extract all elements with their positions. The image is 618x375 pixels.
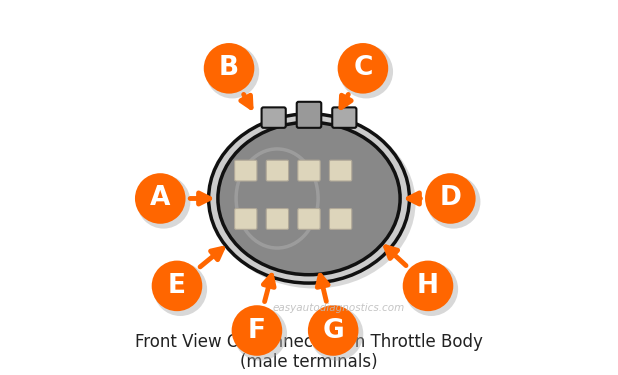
FancyBboxPatch shape (298, 209, 320, 230)
Circle shape (153, 262, 207, 316)
Text: C: C (353, 56, 373, 81)
Circle shape (337, 43, 388, 94)
FancyBboxPatch shape (329, 160, 352, 181)
Circle shape (204, 43, 255, 94)
Text: B: B (219, 56, 239, 81)
Ellipse shape (218, 122, 400, 275)
FancyBboxPatch shape (332, 107, 357, 128)
Circle shape (310, 307, 363, 361)
Circle shape (137, 175, 190, 229)
Circle shape (308, 305, 358, 356)
Text: (male terminals): (male terminals) (240, 353, 378, 371)
Ellipse shape (209, 114, 409, 283)
FancyBboxPatch shape (297, 102, 321, 128)
Circle shape (234, 307, 287, 361)
Text: E: E (168, 273, 186, 299)
Text: A: A (150, 186, 171, 211)
Circle shape (339, 45, 393, 99)
FancyBboxPatch shape (266, 160, 289, 181)
Ellipse shape (213, 117, 415, 288)
Circle shape (427, 175, 480, 229)
Circle shape (232, 305, 282, 356)
FancyBboxPatch shape (235, 160, 257, 181)
Circle shape (206, 45, 259, 99)
Text: D: D (439, 186, 461, 211)
FancyBboxPatch shape (261, 107, 286, 128)
FancyBboxPatch shape (329, 209, 352, 230)
Circle shape (425, 173, 476, 224)
Circle shape (405, 262, 458, 316)
Text: F: F (248, 318, 266, 344)
FancyBboxPatch shape (266, 209, 289, 230)
Text: G: G (323, 318, 344, 344)
Circle shape (403, 261, 453, 311)
Text: H: H (417, 273, 439, 299)
Text: easyautodiagnostics.com: easyautodiagnostics.com (273, 303, 405, 313)
Circle shape (135, 173, 185, 224)
FancyBboxPatch shape (235, 209, 257, 230)
Text: Front View Of Connector On Throttle Body: Front View Of Connector On Throttle Body (135, 333, 483, 351)
FancyBboxPatch shape (298, 160, 320, 181)
Circle shape (151, 261, 202, 311)
